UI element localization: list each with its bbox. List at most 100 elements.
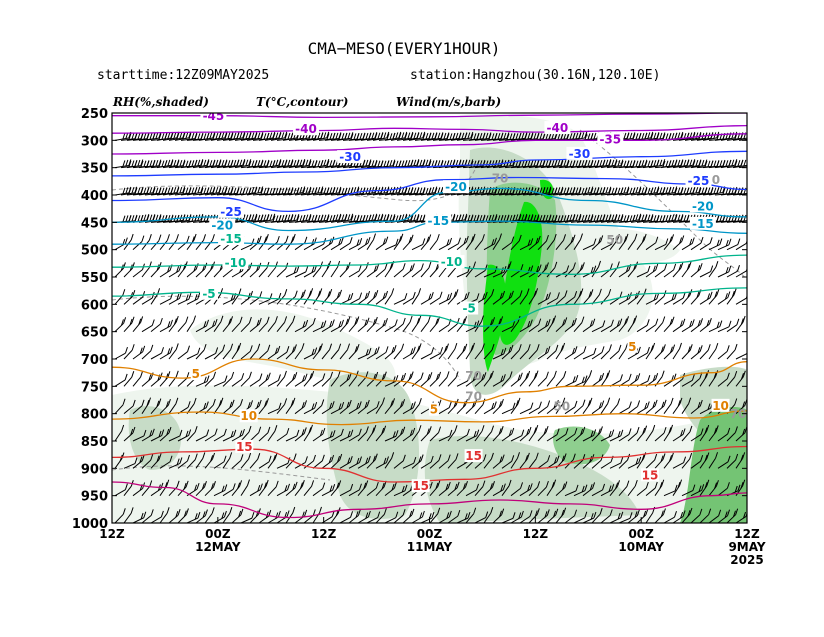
wind-barb: [600, 509, 613, 523]
wind-barb: [306, 186, 324, 196]
temperature-label-bg: [640, 468, 659, 482]
wind-barb: [204, 452, 216, 469]
wind-barb: [645, 424, 656, 442]
wind-barb: [519, 319, 533, 333]
wind-barb: [336, 132, 354, 141]
temperature-label-bg: [438, 255, 465, 269]
wind-barb: [348, 456, 362, 469]
temperature-label-bg: [239, 409, 258, 423]
wind-barb: [738, 191, 747, 196]
temperature-label-bg: [200, 113, 227, 123]
wind-barb: [222, 452, 233, 469]
y-tick-label: 950: [81, 490, 108, 505]
wind-barb: [357, 347, 372, 360]
wind-barb: [231, 508, 244, 523]
wind-barb: [303, 317, 316, 333]
wind-barb: [402, 346, 416, 360]
wind-barb: [132, 235, 145, 251]
wind-barb: [636, 265, 651, 278]
wind-barb: [177, 316, 189, 332]
wind-barb: [339, 483, 354, 497]
legend-temperature: T(°C,contour): [256, 95, 348, 109]
wind-barb: [570, 131, 588, 141]
wind-barb: [348, 483, 362, 497]
wind-barb: [699, 508, 712, 523]
temperature-contour-minus20: [112, 187, 747, 232]
temperature-contour-minus5: [112, 287, 747, 327]
wind-barb: [667, 113, 672, 114]
wind-barb: [456, 291, 470, 305]
wind-barb: [393, 484, 408, 497]
wind-barb: [528, 344, 540, 360]
wind-barb: [465, 261, 476, 278]
wind-barb: [645, 236, 659, 251]
wind-barb: [132, 316, 144, 332]
temperature-contour-label: -35: [599, 133, 621, 147]
wind-barb: [456, 374, 471, 387]
wind-barb: [195, 375, 210, 387]
wind-barb: [366, 346, 380, 360]
rh-contour-label: 70: [465, 390, 482, 404]
wind-barb: [735, 479, 746, 496]
wind-barb: [681, 397, 692, 414]
x-tick-label-time: 00Z: [205, 527, 231, 541]
wind-barb: [204, 318, 218, 333]
wind-barb: [141, 319, 155, 333]
wind-barb: [510, 234, 522, 251]
wind-barb: [357, 426, 369, 442]
temperature-label-bg: [218, 232, 245, 246]
wind-barb: [159, 234, 170, 250]
wind-barb: [258, 344, 271, 360]
wind-barb: [519, 452, 530, 469]
wind-barb: [348, 509, 361, 523]
temperature-contour-label: 15: [236, 440, 253, 454]
wind-barb: [627, 509, 640, 523]
temperature-label-bg: [200, 286, 219, 300]
wind-barb: [330, 237, 344, 251]
rh-contour: [112, 295, 461, 381]
wind-barb: [642, 186, 660, 196]
wind-barb: [258, 426, 271, 442]
wind-barb: [600, 238, 615, 251]
wind-barb: [618, 480, 630, 496]
wind-barb: [303, 401, 318, 415]
wind-barb: [141, 344, 154, 360]
wind-barb: [582, 347, 597, 360]
wind-barb: [606, 214, 624, 223]
wind-barb: [186, 233, 197, 250]
wind-barb: [735, 452, 746, 469]
wind-barb: [411, 425, 422, 442]
wind-barb: [582, 289, 594, 305]
wind-barb: [132, 345, 146, 360]
wind-barb: [474, 234, 485, 250]
wind-barb: [384, 319, 398, 333]
wind-barb: [282, 214, 300, 223]
wind-barb: [372, 131, 390, 141]
wind-barb: [697, 113, 703, 114]
wind-barb: [339, 456, 353, 469]
wind-barb: [393, 343, 405, 360]
wind-barb: [249, 317, 262, 333]
wind-barb: [321, 454, 335, 469]
wind-barb: [402, 456, 417, 469]
wind-barb: [168, 343, 179, 360]
wind-barb: [330, 401, 345, 415]
temperature-label-bg: [627, 339, 638, 353]
wind-barb: [402, 234, 414, 251]
wind-barb: [210, 131, 228, 141]
wind-barb: [321, 288, 333, 305]
wind-barb: [492, 374, 506, 387]
wind-barb: [249, 426, 262, 442]
wind-barb: [411, 315, 422, 332]
wind-barb: [519, 402, 534, 415]
wind-barb: [573, 346, 587, 360]
temperature-contour-5: [112, 358, 747, 404]
wind-barb: [739, 113, 742, 114]
wind-barb: [447, 425, 458, 442]
wind-barb: [609, 234, 620, 250]
wind-barb: [276, 289, 288, 305]
wind-barb: [717, 509, 731, 523]
wind-barb: [699, 291, 713, 305]
y-tick-label: 800: [81, 408, 108, 423]
wind-barb: [600, 288, 612, 305]
